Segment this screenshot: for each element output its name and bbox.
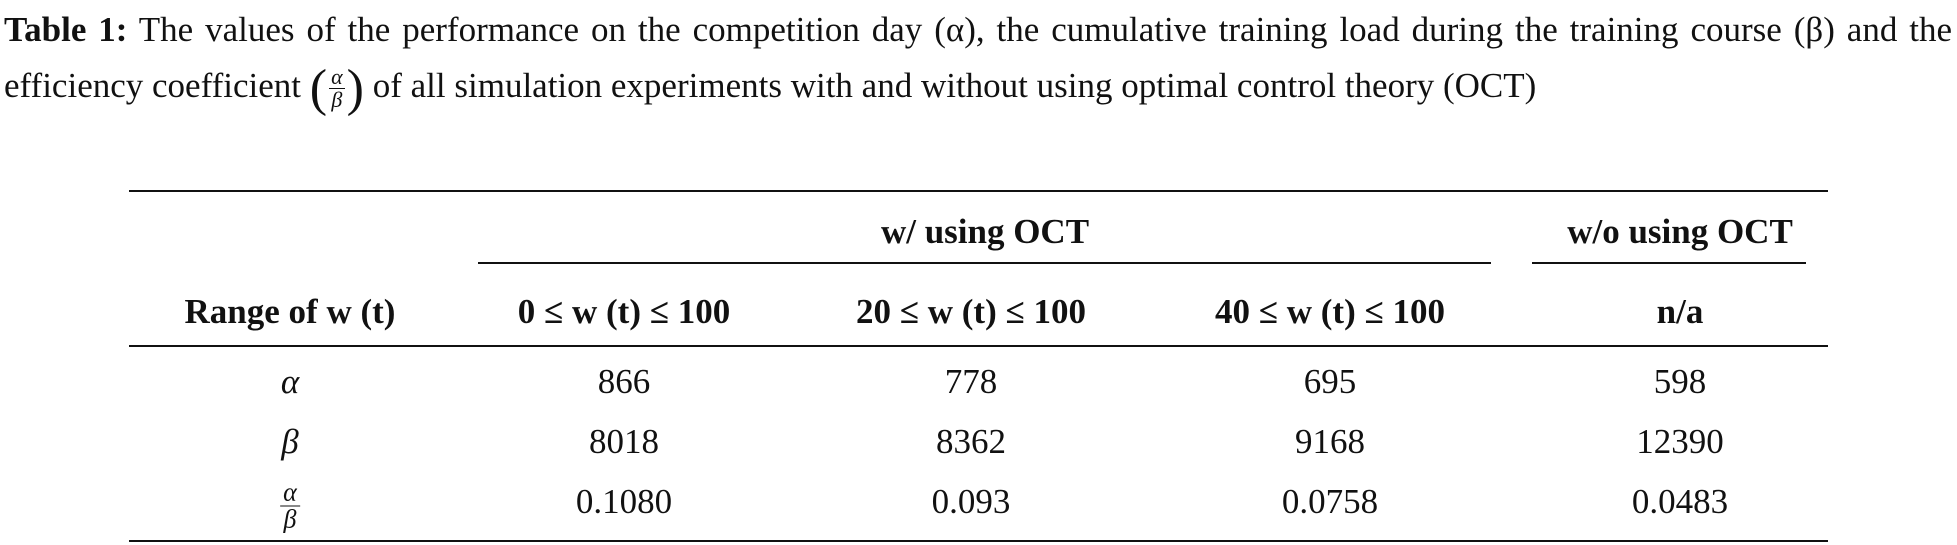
cell-value: 0.0758 xyxy=(1281,482,1379,521)
cell-value: 866 xyxy=(597,362,651,401)
cell-value: 598 xyxy=(1653,362,1707,401)
paren: ( xyxy=(309,59,328,117)
cell-value: 12390 xyxy=(1636,422,1724,461)
column-header: 40 ≤ w (t) ≤ 100 xyxy=(1215,292,1445,331)
header-rule xyxy=(129,345,1828,347)
cell-value: 695 xyxy=(1303,362,1357,401)
column-header: 20 ≤ w (t) ≤ 100 xyxy=(856,292,1086,331)
cell-value: 8018 xyxy=(589,422,659,461)
group-header: w/ using OCT xyxy=(880,212,1090,251)
cell-value: 0.0483 xyxy=(1631,482,1729,521)
caption-label: Table 1: xyxy=(4,10,128,49)
table-caption: Table 1: The values of the performance o… xyxy=(4,2,1952,117)
row-label: α xyxy=(280,362,300,401)
numerator: α xyxy=(280,479,300,507)
denominator: β xyxy=(283,504,297,534)
caption-text: The values of the performance on the com… xyxy=(4,10,1953,105)
bottom-rule xyxy=(129,540,1828,542)
denominator: β xyxy=(331,87,343,113)
column-header: n/a xyxy=(1656,292,1704,331)
row-label: β xyxy=(281,422,299,461)
group-rule xyxy=(1532,262,1806,264)
group-header: w/o using OCT xyxy=(1567,212,1793,251)
numerator: α xyxy=(329,64,345,90)
group-rule xyxy=(478,262,1491,264)
column-header: Range of w (t) xyxy=(184,292,396,331)
cell-value: 0.1080 xyxy=(575,482,673,521)
caption-text: of all simulation experiments with and w… xyxy=(372,66,1537,105)
cell-value: 8362 xyxy=(936,422,1006,461)
top-rule xyxy=(129,190,1828,192)
column-header: 0 ≤ w (t) ≤ 100 xyxy=(517,292,731,331)
cell-value: 778 xyxy=(944,362,998,401)
paren: ) xyxy=(346,59,364,117)
cell-value: 0.093 xyxy=(931,482,1011,521)
cell-value: 9168 xyxy=(1295,422,1365,461)
